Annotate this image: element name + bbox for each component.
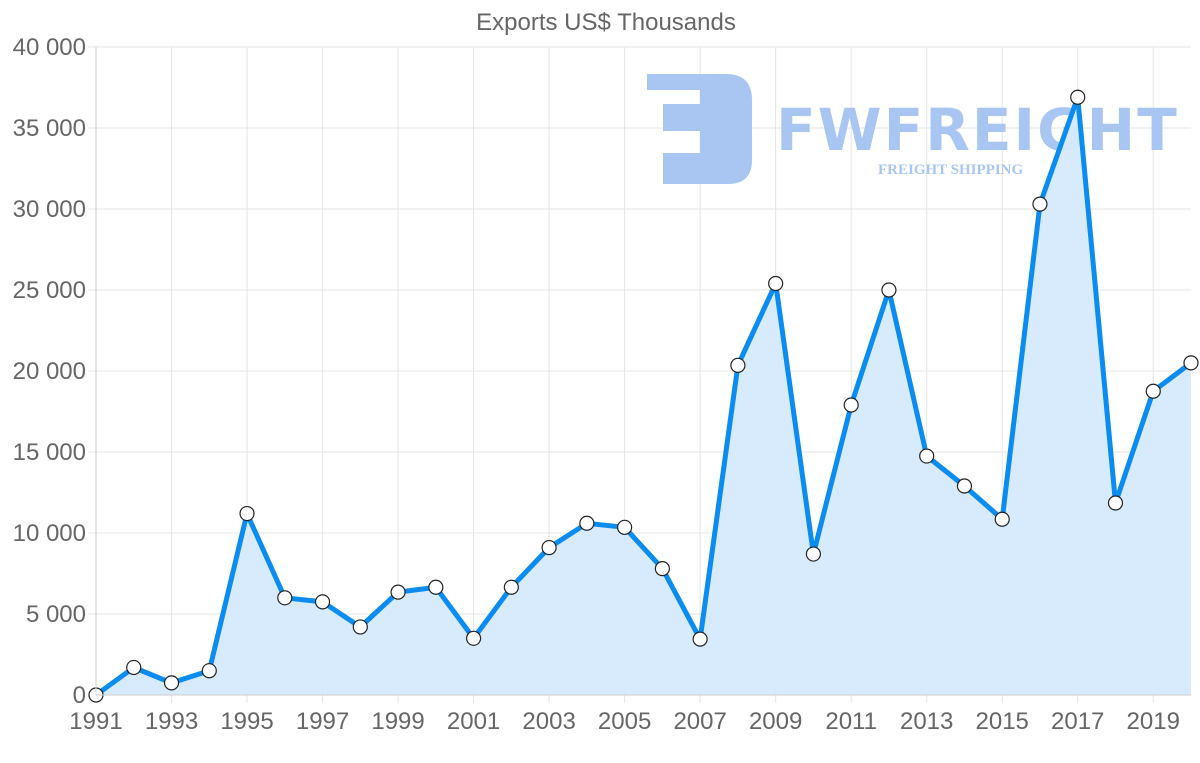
data-point-2015[interactable]: 2015: 10850 bbox=[994, 511, 1010, 527]
y-axis: 0 5 000 10 000 15 000 20 000 25 000 30 000 35 0… bbox=[13, 34, 97, 709]
data-point-2018[interactable]: 2018: 11850 bbox=[1107, 495, 1124, 511]
data-point-2010[interactable]: 2010: 8700 bbox=[805, 546, 822, 562]
x-tick-label: 2019 bbox=[1127, 708, 1180, 735]
x-tick-label: 1999 bbox=[371, 708, 424, 735]
x-tick-label: 2007 bbox=[673, 708, 726, 735]
y-tick-label: 40 000 bbox=[13, 34, 86, 61]
data-point-2005[interactable]: 2005: 10350 bbox=[617, 519, 633, 535]
data-point-2009[interactable]: 2009: 25400 bbox=[768, 275, 784, 292]
x-tick-label: 2001 bbox=[447, 708, 500, 735]
x-tick-label: 2003 bbox=[522, 708, 575, 735]
chart-title: Exports US$ Thousands bbox=[476, 9, 736, 36]
series-line bbox=[94, 94, 1193, 698]
data-point-2019[interactable]: 2019: 18750 bbox=[1145, 383, 1161, 399]
x-tick-label: 2017 bbox=[1051, 708, 1104, 735]
data-point-2004[interactable]: 2004: 10600 bbox=[579, 515, 595, 531]
watermark-tagline: FREIGHT SHIPPING bbox=[878, 162, 1023, 178]
data-point-2006[interactable]: 2006: 7800 bbox=[654, 561, 670, 577]
data-point-1992[interactable]: 1992: 1700 bbox=[126, 659, 142, 676]
data-point-2013[interactable]: 2013: 14750 bbox=[919, 448, 935, 464]
y-tick-label: 15 000 bbox=[13, 439, 86, 466]
data-point-2014[interactable]: 2014: 12900 bbox=[956, 478, 973, 494]
x-tick-label: 1997 bbox=[296, 708, 349, 735]
data-point-1998[interactable]: 1998: 4200 bbox=[352, 619, 368, 635]
data-point-1997[interactable]: 1997: 5750 bbox=[314, 594, 331, 610]
data-point-1995[interactable]: 1995: 11200 bbox=[239, 505, 255, 522]
data-point-2016[interactable]: 2016: 30300 bbox=[1032, 196, 1048, 212]
x-tick-label: 2011 bbox=[825, 708, 877, 735]
data-point-2020[interactable]: 2020: 20500 bbox=[1183, 355, 1199, 371]
y-tick-label: 10 000 bbox=[13, 520, 86, 547]
data-point-2003[interactable]: 2003: 9100 bbox=[541, 539, 557, 556]
x-tick-label: 1993 bbox=[145, 708, 198, 735]
data-point-2007[interactable]: 2007: 3450 bbox=[692, 631, 708, 647]
x-tick-label: 2013 bbox=[900, 708, 953, 735]
x-tick-label: 1995 bbox=[220, 708, 273, 735]
y-tick-label: 25 000 bbox=[13, 277, 86, 304]
x-tick-label: 2015 bbox=[976, 708, 1029, 735]
fw-logo-icon bbox=[647, 74, 752, 184]
y-tick-label: 5 000 bbox=[26, 601, 86, 628]
data-point-2017[interactable]: 2017: 36900 bbox=[1070, 89, 1086, 105]
watermark-brand: FWFREIGHT bbox=[776, 96, 1179, 164]
data-point-2011[interactable]: 2011: 17900 bbox=[843, 397, 859, 413]
data-point-2002[interactable]: 2002: 6650 bbox=[503, 579, 519, 595]
data-point-1999[interactable]: 1999: 6350 bbox=[390, 584, 406, 600]
y-tick-label: 30 000 bbox=[13, 196, 86, 223]
x-axis: 1991 1993 1995 1997 1999 2001 2003 2005 2007 2009… bbox=[69, 694, 1191, 735]
data-point-1996[interactable]: 1996: 6000 bbox=[277, 590, 293, 606]
y-tick-label: 35 000 bbox=[13, 115, 86, 142]
data-points: 1991: 01992: 17001993: 7501994: 15001995… bbox=[88, 89, 1199, 703]
data-point-1993[interactable]: 1993: 750 bbox=[163, 675, 180, 691]
x-tick-label: 2005 bbox=[598, 708, 651, 735]
x-tick-label: 1991 bbox=[69, 708, 122, 735]
watermark-logo: FWFREIGHT FREIGHT SHIPPING bbox=[647, 74, 1179, 184]
x-tick-label: 2009 bbox=[749, 708, 802, 735]
y-tick-label: 0 bbox=[73, 682, 86, 709]
series-area-fill bbox=[96, 97, 1191, 695]
data-point-2008[interactable]: 2008: 20350 bbox=[730, 357, 746, 373]
y-tick-label: 20 000 bbox=[13, 358, 86, 385]
